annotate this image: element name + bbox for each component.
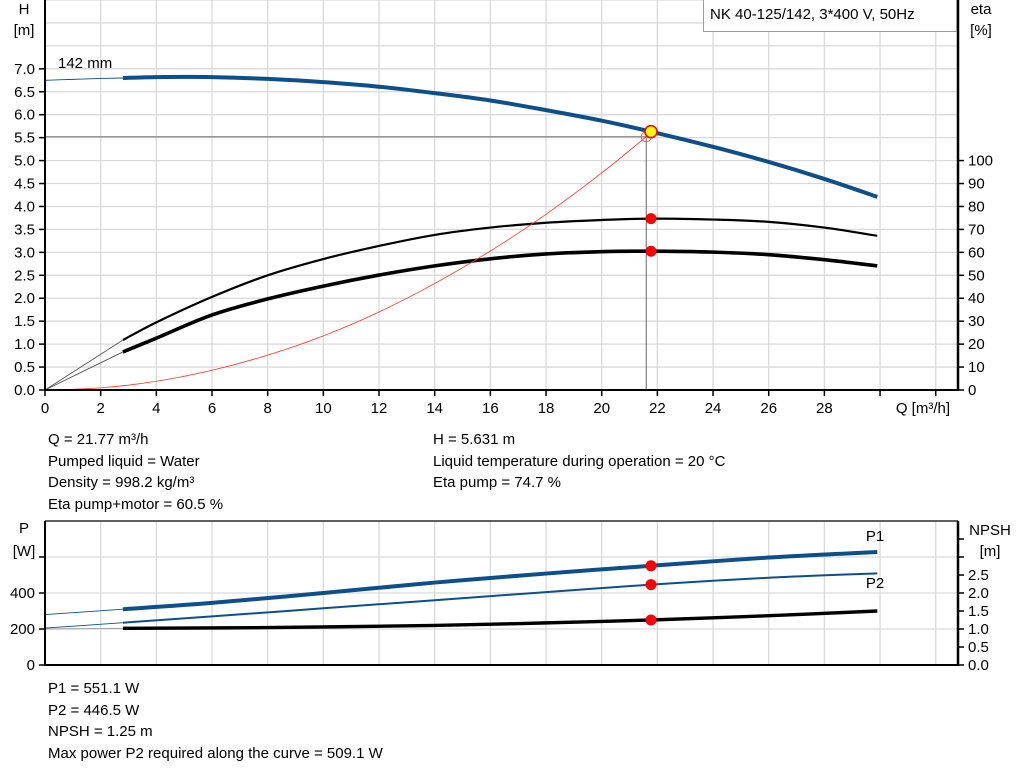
head-chart-x-tick-label: 8 (264, 400, 272, 417)
head-chart-x-tick-label: 24 (705, 400, 722, 417)
p2-marker (645, 579, 657, 591)
power-chart-y-tick-label: 0 (27, 657, 35, 674)
pump-title: NK 40-125/142, 3*400 V, 50Hz (703, 0, 957, 32)
power-chart-series-2-extension (44, 627, 123, 630)
head-chart-xlabel: Q [m³/h] (896, 400, 950, 417)
power-chart-series-p1 (122, 549, 878, 612)
power-chart-y2-tick-label: 0.5 (968, 639, 989, 656)
power-chart-series-2 (122, 609, 878, 630)
head-chart-x-tick-label: 20 (593, 400, 610, 417)
head-chart-y-tick-label: 3.5 (14, 221, 35, 238)
power-chart-series-0-extension (44, 608, 123, 616)
power-chart-y-tick-label: 400 (10, 585, 35, 602)
npsh-marker (645, 614, 657, 626)
head-chart-series-2 (122, 249, 878, 354)
head-chart-x-tick-label: 0 (41, 400, 49, 417)
head-chart-y2label: eta (971, 1, 993, 18)
head-chart-x-tick-label: 14 (426, 400, 443, 417)
head-chart-x-tick-label: 26 (760, 400, 777, 417)
head-chart-x-tick-label: 16 (482, 400, 499, 417)
p2-curve-label: P2 (866, 575, 884, 592)
head-chart-y-tick-label: 6.5 (14, 84, 35, 101)
head-chart-y-tick-label: 1.0 (14, 336, 35, 353)
head-chart-x-tick-label: 2 (96, 400, 104, 417)
head-chart-y2-tick-label: 0 (968, 382, 976, 399)
head-chart-x-tick-label: 10 (315, 400, 332, 417)
head-chart-x-tick-label: 22 (649, 400, 666, 417)
head-chart-ylabel-unit: [m] (14, 22, 35, 39)
info-top-left: Q = 21.77 m³/h Pumped liquid = Water Den… (48, 429, 223, 515)
power-chart-y2label-unit: [m] (980, 543, 1001, 560)
head-chart-x-tick-label: 28 (816, 400, 833, 417)
p1-marker (645, 560, 657, 572)
head-chart-y-tick-label: 5.5 (14, 130, 35, 147)
head-chart-y-tick-label: 6.0 (14, 107, 35, 124)
power-chart-y2label: NPSH (969, 522, 1011, 539)
head-chart-y2-tick-label: 10 (968, 359, 985, 376)
head-chart-series-3 (44, 136, 647, 391)
head-chart-y-tick-label: 3.0 (14, 244, 35, 261)
p1-curve-label: P1 (866, 528, 884, 545)
power-chart-series-1-extension (44, 622, 123, 629)
eta-pump-marker (645, 213, 657, 225)
head-chart-y-tick-label: 4.5 (14, 176, 35, 193)
info-head: H = 5.631 m (433, 431, 516, 448)
head-chart-y2-tick-label: 90 (968, 176, 985, 193)
head-chart-series-0-extension (44, 77, 123, 81)
head-chart-y2-tick-label: 80 (968, 198, 985, 215)
head-chart-y-tick-label: 2.5 (14, 267, 35, 284)
head-chart-y2-tick-label: 20 (968, 336, 985, 353)
head-chart-y-tick-label: 1.5 (14, 313, 35, 330)
power-chart-ylabel-unit: [W] (13, 543, 36, 560)
info-density: Density = 998.2 kg/m³ (48, 474, 195, 491)
eta-pump-motor-marker (645, 245, 657, 257)
head-chart-y-tick-label: 0.0 (14, 382, 35, 399)
info-max-p2: Max power P2 required along the curve = … (48, 744, 383, 762)
head-chart-y2label-unit: [%] (970, 22, 992, 39)
head-chart-y-tick-label: 5.0 (14, 153, 35, 170)
head-curve-label: 142 mm (58, 55, 112, 72)
head-chart-series-142-mm (122, 74, 878, 199)
head-chart-y-tick-label: 4.0 (14, 198, 35, 215)
head-chart-x-tick-label: 12 (371, 400, 388, 417)
power-chart-series-p2 (122, 572, 878, 624)
head-chart-y2-tick-label: 40 (968, 290, 985, 307)
head-chart-y-tick-label: 2.0 (14, 290, 35, 307)
duty-point-marker (644, 124, 658, 139)
info-eta-pump-motor: Eta pump+motor = 60.5 % (48, 495, 224, 513)
head-chart-series-2-extension (44, 351, 124, 391)
head-chart-ylabel: H (19, 1, 30, 18)
power-chart-y2-tick-label: 0.0 (968, 657, 989, 674)
power-chart-y-tick-label: 200 (10, 621, 35, 638)
power-chart-y2-tick-label: 2.0 (968, 585, 989, 602)
head-chart-y2-tick-label: 60 (968, 244, 985, 261)
info-liquid: Pumped liquid = Water (48, 452, 200, 470)
head-chart-y2-tick-label: 100 (968, 153, 993, 170)
head-chart-series-1-extension (44, 339, 124, 391)
power-chart-y2-tick-label: 1.5 (968, 603, 989, 620)
head-chart-y2-tick-label: 50 (968, 267, 985, 284)
info-eta-pump: Eta pump = 74.7 % (433, 474, 561, 491)
info-npsh: NPSH = 1.25 m (48, 723, 153, 740)
head-chart-x-tick-label: 18 (538, 400, 555, 417)
head-chart-y-tick-label: 0.5 (14, 359, 35, 376)
head-chart-y2-tick-label: 70 (968, 221, 985, 238)
info-top-right: H = 5.631 m Liquid temperature during op… (433, 429, 725, 494)
info-bottom: P1 = 551.1 W P2 = 446.5 W NPSH = 1.25 m … (48, 678, 383, 764)
info-temperature: Liquid temperature during operation = 20… (433, 452, 726, 470)
info-p1: P1 = 551.1 W (48, 680, 140, 697)
head-chart-y-tick-label: 7.0 (14, 61, 35, 78)
head-chart-x-tick-label: 4 (152, 400, 160, 417)
head-chart-series-1 (122, 217, 878, 341)
power-chart-ylabel: P (19, 520, 29, 537)
head-chart-y2-tick-label: 30 (968, 313, 985, 330)
power-chart-y2-tick-label: 2.5 (968, 567, 989, 584)
info-flow: Q = 21.77 m³/h (48, 431, 149, 448)
info-p2: P2 = 446.5 W (48, 701, 140, 719)
power-chart-y2-tick-label: 1.0 (968, 621, 989, 638)
head-chart-x-tick-label: 6 (208, 400, 216, 417)
